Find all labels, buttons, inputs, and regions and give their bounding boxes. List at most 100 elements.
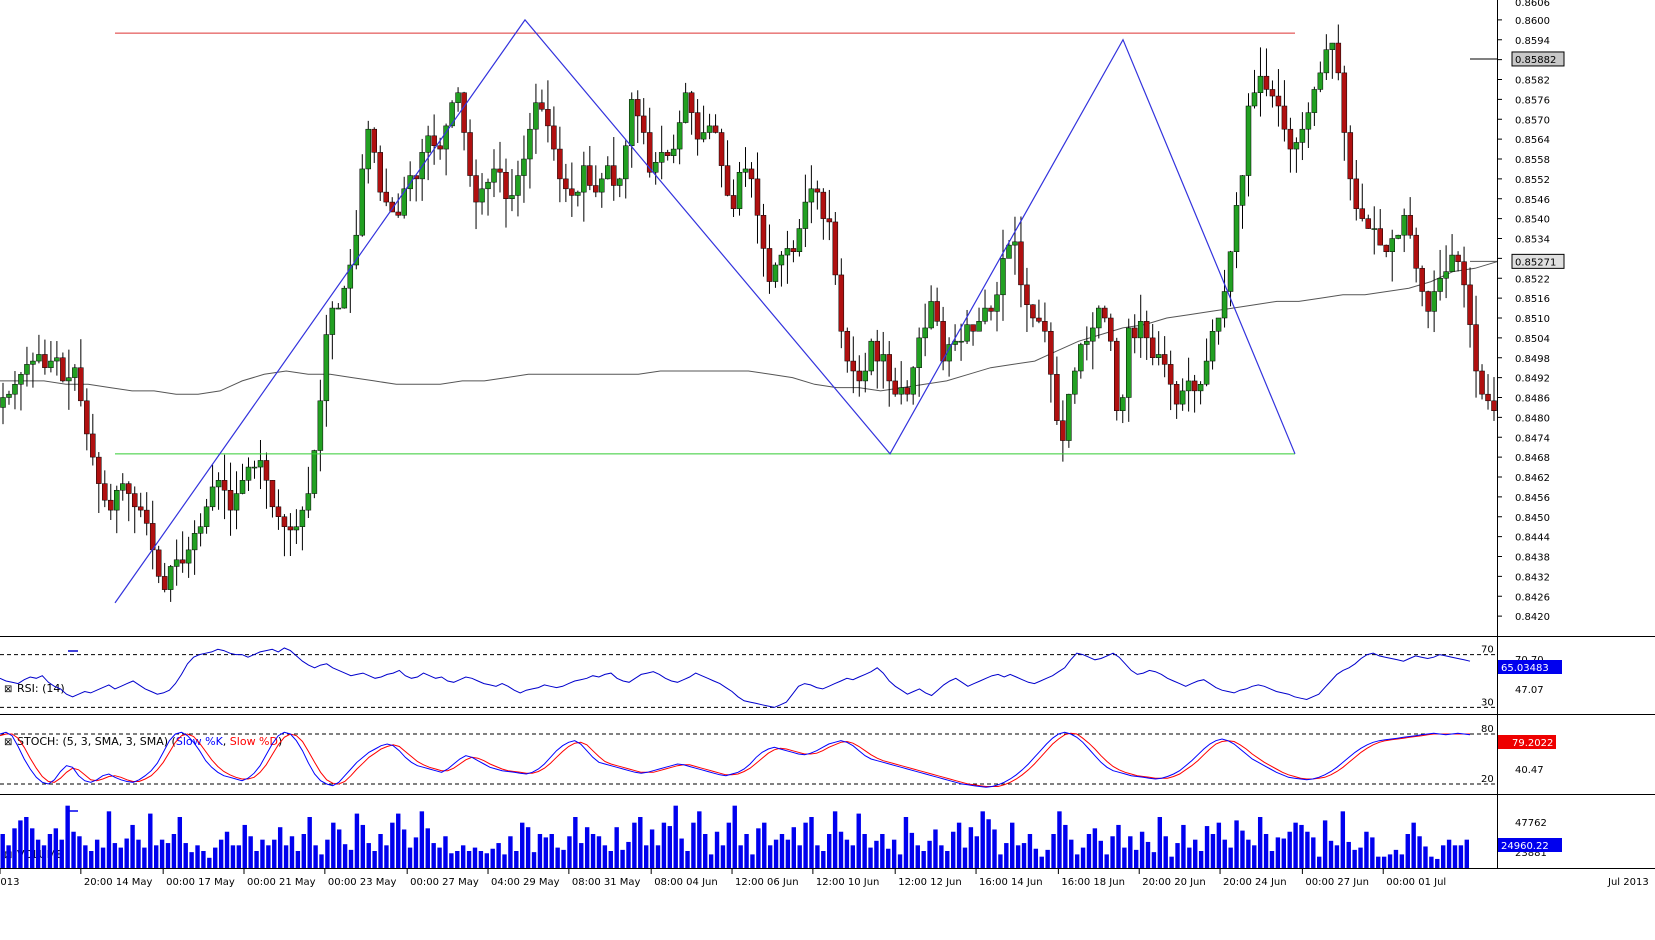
volume-bar — [159, 839, 165, 868]
candle-body — [281, 516, 288, 527]
volume-bar — [832, 811, 838, 868]
candle-body — [323, 334, 330, 402]
candle-body — [1120, 397, 1126, 411]
candle-body — [341, 287, 348, 309]
stoch-collapse-icon[interactable]: ⊠ — [4, 737, 12, 748]
candle-body — [1227, 251, 1234, 292]
candle-body — [90, 433, 96, 458]
rsi-collapse-icon[interactable]: ⊠ — [4, 684, 12, 695]
candle-body — [443, 125, 449, 150]
volume-bar — [567, 836, 572, 868]
candle-body — [646, 132, 653, 173]
candle-body — [1125, 327, 1132, 398]
volume-bar — [714, 831, 720, 868]
price-tick-label: 0.8558 — [1515, 155, 1550, 166]
volume-bar — [319, 854, 324, 868]
candle-body — [1233, 205, 1240, 252]
volume-bar — [897, 854, 903, 868]
price-tick-label: 0.8510 — [1515, 314, 1550, 325]
price-tick-label: 0.8552 — [1515, 175, 1550, 186]
candle-body — [700, 132, 707, 140]
candle-body — [712, 125, 719, 133]
volume-bar — [1299, 824, 1304, 868]
candle-body — [1185, 380, 1192, 392]
candle-body — [185, 549, 192, 564]
candle-body — [808, 188, 815, 203]
volume-bar — [65, 805, 70, 868]
candle-body — [311, 450, 318, 494]
candle-body — [934, 301, 940, 322]
candle-body — [1072, 370, 1078, 395]
volume-bar — [697, 811, 702, 868]
price-tick-label: 0.8438 — [1515, 553, 1550, 564]
volume-bar — [744, 834, 749, 868]
candle-body — [551, 125, 557, 150]
candle-body — [78, 367, 84, 402]
volume-bar — [514, 851, 519, 868]
volume-bar — [1464, 839, 1469, 868]
volume-bar — [614, 827, 619, 868]
stoch-panel: ⊠ STOCH: (5, 3, SMA, 3, SMA) (Slow %K, S… — [0, 724, 1556, 788]
rsi-axis-mid-label: 47.07 — [1515, 685, 1544, 696]
volume-bar — [950, 831, 956, 868]
volume-bar — [165, 843, 171, 868]
volume-bar — [207, 857, 212, 868]
x-axis-label: 00:00 17 May — [166, 877, 235, 888]
volume-bar — [331, 822, 336, 868]
volume-bar — [6, 845, 11, 868]
volume-bar — [266, 845, 271, 868]
candle-body — [982, 307, 988, 322]
candle-body — [1203, 360, 1210, 385]
volume-bar — [301, 834, 306, 868]
price-tick-label: 0.8504 — [1515, 334, 1550, 345]
price-tick-label: 0.8576 — [1515, 95, 1550, 106]
candle-body — [533, 102, 539, 130]
volume-last-box — [1498, 838, 1562, 852]
candle-body — [575, 191, 581, 196]
price-tick-label: 0.8420 — [1515, 612, 1550, 623]
volume-bar — [419, 811, 425, 868]
price-tick-label: 0.8432 — [1515, 572, 1550, 583]
candle-body — [1425, 291, 1431, 312]
volume-bar — [508, 836, 513, 868]
candle-body — [1102, 307, 1108, 319]
volume-bar — [1440, 845, 1446, 868]
candle-body — [1018, 241, 1024, 286]
volume-bar — [384, 845, 389, 868]
candle-body — [479, 188, 485, 203]
volume-bar — [998, 854, 1003, 868]
volume-bar — [242, 824, 247, 868]
candle-body — [461, 92, 467, 133]
volume-bar — [307, 817, 312, 868]
candle-body — [377, 152, 383, 193]
candle-body — [1191, 380, 1198, 392]
volume-bar — [844, 839, 850, 868]
candle-body — [880, 354, 886, 362]
volume-bar — [83, 845, 88, 868]
volume-bar — [89, 851, 94, 868]
candle-body — [173, 559, 180, 567]
volume-bar — [431, 843, 436, 868]
candle-body — [1143, 321, 1150, 339]
volume-bar — [325, 839, 330, 868]
volume-bar — [1222, 839, 1227, 868]
candle-body — [640, 115, 647, 133]
candle-body — [353, 234, 360, 266]
candle-body — [6, 393, 12, 398]
candle-body — [1365, 218, 1372, 229]
volume-bar — [1317, 856, 1322, 868]
volume-bar — [974, 836, 979, 868]
candle-body — [652, 162, 659, 173]
x-axis-label: 16:00 14 Jun — [979, 877, 1043, 888]
volume-bar — [703, 834, 708, 868]
volume-bar — [933, 829, 938, 868]
candle-body — [1389, 238, 1395, 252]
stoch-last-label: 79.2022 — [1512, 738, 1553, 749]
volume-bar — [413, 837, 419, 868]
candle-body — [1042, 321, 1048, 332]
volume-bar — [153, 845, 159, 868]
candle-body — [365, 128, 372, 170]
volume-bar — [1216, 822, 1222, 868]
